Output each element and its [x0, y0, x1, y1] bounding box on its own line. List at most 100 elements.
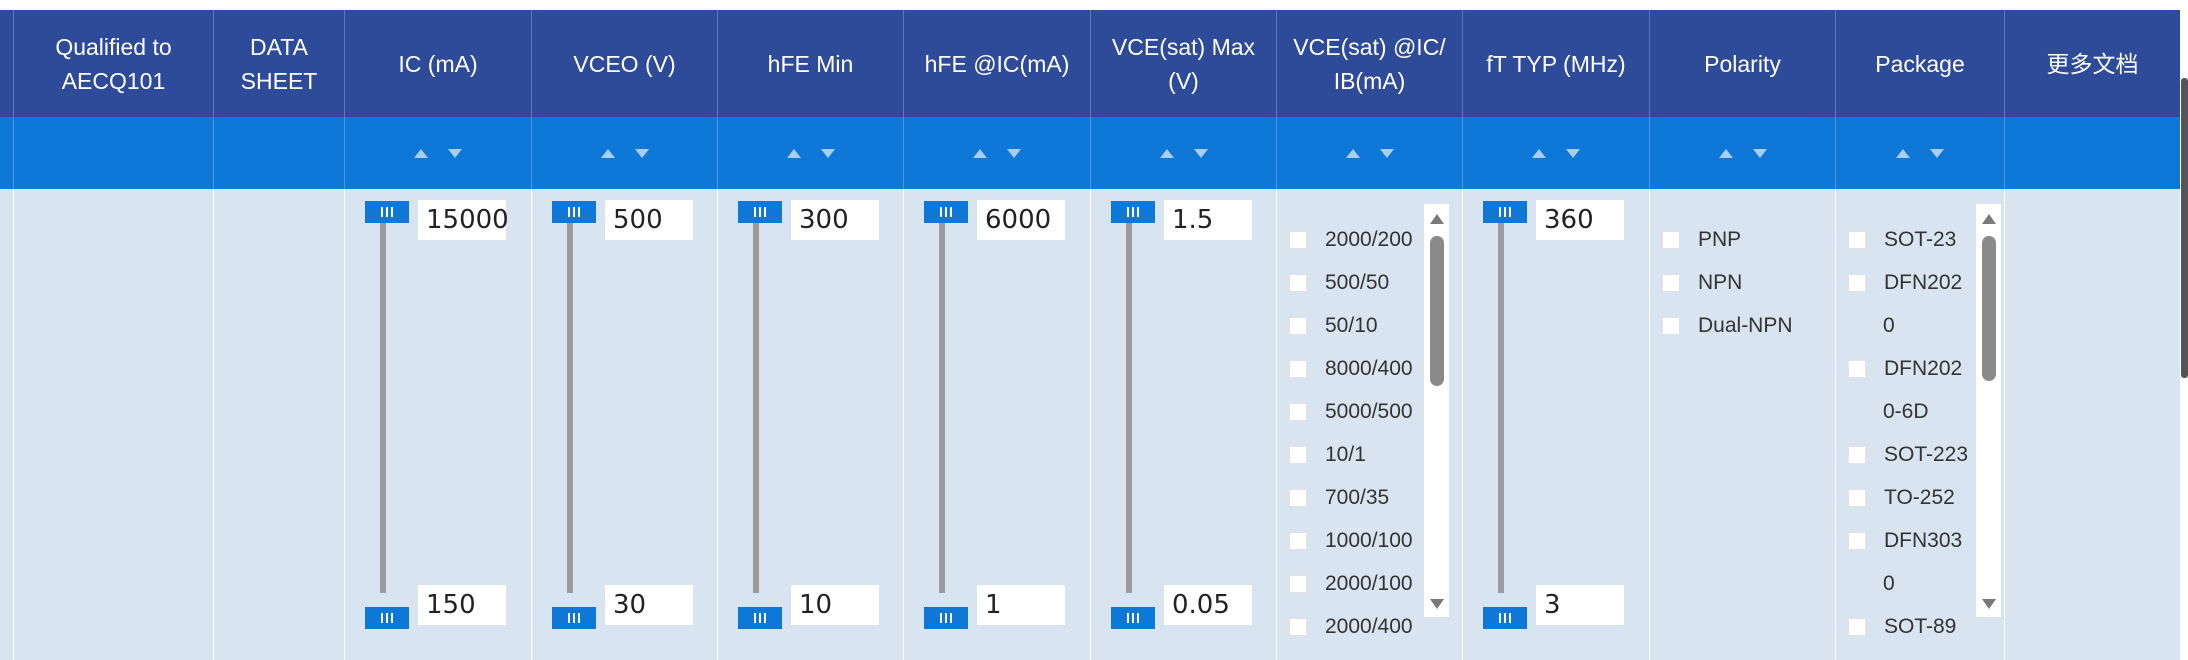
- ic-min-input[interactable]: 150: [418, 585, 506, 625]
- vcesat-ic-scrollbar[interactable]: [1424, 204, 1449, 617]
- checkbox[interactable]: [1848, 618, 1866, 636]
- sort-descending-icon[interactable]: [1379, 148, 1394, 158]
- ft-max-input[interactable]: 360: [1536, 200, 1624, 240]
- slider-handle-min[interactable]: [1111, 607, 1155, 629]
- checkbox[interactable]: [1289, 618, 1307, 636]
- package-option[interactable]: TO-252: [1848, 483, 1955, 513]
- header-ic[interactable]: IC (mA): [345, 10, 532, 117]
- scroll-thumb[interactable]: [1430, 236, 1444, 386]
- package-scrollbar[interactable]: [1976, 204, 2001, 617]
- checkbox[interactable]: [1848, 360, 1866, 378]
- header-hfe-min[interactable]: hFE Min: [718, 10, 904, 117]
- sort-ascending-icon[interactable]: [1532, 148, 1546, 158]
- hfe-ic-max-input[interactable]: 6000: [977, 200, 1065, 240]
- vcesat-ic-option[interactable]: 1000/100: [1289, 526, 1413, 556]
- polarity-option[interactable]: NPN: [1662, 268, 1742, 298]
- vceo-max-input[interactable]: 500: [605, 200, 693, 240]
- checkbox[interactable]: [1289, 360, 1307, 378]
- header-hfe-ic[interactable]: hFE @IC(mA): [904, 10, 1091, 117]
- vcesat-ic-option[interactable]: 2000/400: [1289, 612, 1413, 642]
- slider-handle-min[interactable]: [924, 607, 968, 629]
- slider-track[interactable]: [1126, 207, 1132, 593]
- sort-ascending-icon[interactable]: [1896, 148, 1910, 158]
- package-option[interactable]: SOT-89: [1848, 612, 1956, 642]
- sort-descending-icon[interactable]: [1193, 148, 1208, 158]
- checkbox[interactable]: [1848, 446, 1866, 464]
- slider-track[interactable]: [567, 207, 573, 593]
- slider-handle-max[interactable]: [365, 201, 409, 223]
- header-polarity[interactable]: Polarity: [1650, 10, 1836, 117]
- vcesat-ic-option[interactable]: 10/1: [1289, 440, 1366, 470]
- package-option[interactable]: DFN303: [1848, 526, 1962, 556]
- checkbox[interactable]: [1289, 317, 1307, 335]
- slider-handle-min[interactable]: [1483, 607, 1527, 629]
- package-option[interactable]: SOT-23: [1848, 225, 1956, 255]
- header-more-docs[interactable]: 更多文档: [2046, 50, 2139, 77]
- slider-handle-min[interactable]: [365, 607, 409, 629]
- header-ft[interactable]: fT TYP (MHz): [1463, 10, 1650, 117]
- header-vcesat-ic[interactable]: VCE(sat) @IC/ IB(mA): [1277, 10, 1463, 117]
- sort-descending-icon[interactable]: [1566, 148, 1580, 158]
- ic-max-input[interactable]: 15000: [418, 200, 509, 240]
- checkbox[interactable]: [1848, 532, 1866, 550]
- sort-ascending-icon[interactable]: [973, 148, 987, 158]
- checkbox[interactable]: [1289, 532, 1307, 550]
- sort-descending-icon[interactable]: [1930, 148, 1944, 158]
- checkbox[interactable]: [1289, 403, 1307, 421]
- scroll-down-icon[interactable]: [1982, 599, 1996, 609]
- sort-ascending-icon[interactable]: [414, 148, 428, 158]
- scroll-thumb[interactable]: [1982, 236, 1996, 381]
- polarity-option[interactable]: Dual-NPN: [1662, 311, 1793, 341]
- ft-min-input[interactable]: 3: [1536, 585, 1624, 625]
- checkbox[interactable]: [1289, 231, 1307, 249]
- header-vcesat-max[interactable]: VCE(sat) Max (V): [1091, 10, 1277, 117]
- slider-handle-min[interactable]: [738, 607, 782, 629]
- sort-ascending-icon[interactable]: [786, 148, 801, 158]
- sort-ascending-icon[interactable]: [1345, 148, 1360, 158]
- vcesat-ic-option[interactable]: 2000/100: [1289, 569, 1413, 599]
- slider-handle-max[interactable]: [924, 201, 968, 223]
- slider-handle-max[interactable]: [1483, 201, 1527, 223]
- checkbox[interactable]: [1289, 274, 1307, 292]
- checkbox[interactable]: [1848, 231, 1866, 249]
- hfe-min-min-input[interactable]: 10: [791, 585, 879, 625]
- page-scrollbar[interactable]: [2181, 78, 2188, 378]
- checkbox[interactable]: [1289, 489, 1307, 507]
- vcesat-max-max-input[interactable]: 1.5: [1164, 200, 1252, 240]
- header-package[interactable]: Package: [1836, 10, 2005, 117]
- checkbox[interactable]: [1662, 231, 1680, 249]
- vcesat-ic-option[interactable]: 8000/400: [1289, 354, 1413, 384]
- slider-track[interactable]: [753, 207, 759, 593]
- slider-handle-max[interactable]: [1111, 201, 1155, 223]
- slider-handle-max[interactable]: [738, 201, 782, 223]
- slider-handle-max[interactable]: [552, 201, 596, 223]
- scroll-up-icon[interactable]: [1430, 214, 1444, 224]
- polarity-option[interactable]: PNP: [1662, 225, 1741, 255]
- vcesat-ic-option[interactable]: 500/50: [1289, 268, 1389, 298]
- scroll-up-icon[interactable]: [1982, 214, 1996, 224]
- checkbox[interactable]: [1289, 575, 1307, 593]
- sort-descending-icon[interactable]: [1007, 148, 1021, 158]
- header-datasheet[interactable]: DATA SHEET: [214, 10, 345, 117]
- scroll-down-icon[interactable]: [1430, 599, 1444, 609]
- hfe-ic-min-input[interactable]: 1: [977, 585, 1065, 625]
- sort-descending-icon[interactable]: [1752, 148, 1767, 158]
- vcesat-ic-option[interactable]: 50/10: [1289, 311, 1378, 341]
- package-option[interactable]: SOT-223: [1848, 440, 1968, 470]
- package-option[interactable]: DFN202: [1848, 268, 1962, 298]
- sort-descending-icon[interactable]: [820, 148, 835, 158]
- checkbox[interactable]: [1289, 446, 1307, 464]
- slider-track[interactable]: [1498, 207, 1504, 593]
- checkbox[interactable]: [1848, 489, 1866, 507]
- checkbox[interactable]: [1662, 317, 1680, 335]
- slider-track[interactable]: [380, 207, 386, 593]
- vcesat-ic-option[interactable]: 2000/200: [1289, 225, 1413, 255]
- sort-ascending-icon[interactable]: [1159, 148, 1174, 158]
- sort-ascending-icon[interactable]: [600, 148, 615, 158]
- sort-descending-icon[interactable]: [448, 148, 462, 158]
- slider-track[interactable]: [939, 207, 945, 593]
- vcesat-ic-option[interactable]: 5000/500: [1289, 397, 1413, 427]
- header-qualified[interactable]: Qualified to AECQ101: [14, 10, 214, 117]
- checkbox[interactable]: [1848, 274, 1866, 292]
- sort-descending-icon[interactable]: [634, 148, 649, 158]
